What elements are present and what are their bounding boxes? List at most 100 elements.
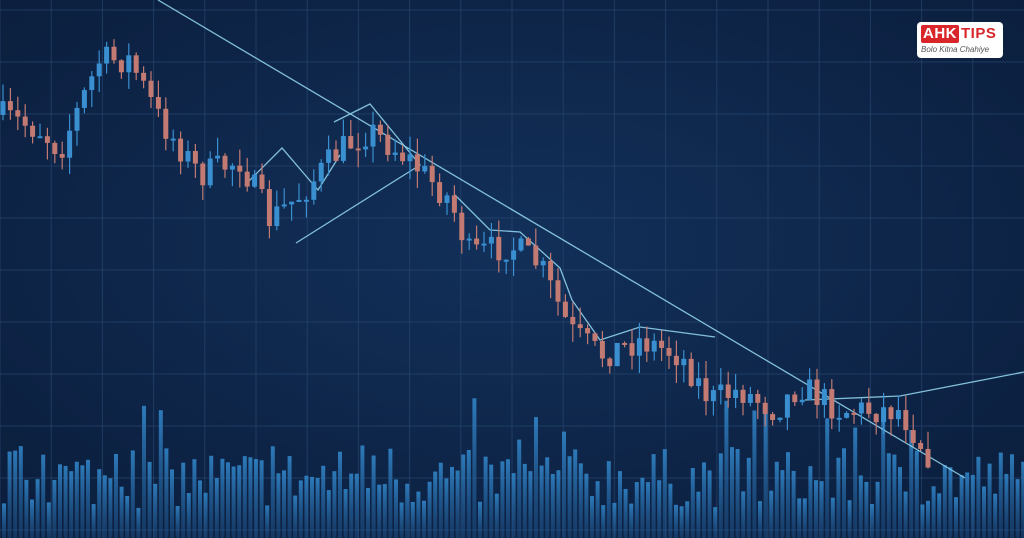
volume-bar [108, 478, 113, 538]
volume-bar [573, 449, 578, 538]
candle-body [348, 136, 354, 149]
candle-body [599, 340, 605, 359]
volume-bar [58, 464, 62, 538]
volume-bar [24, 479, 29, 538]
volume-bar [248, 457, 253, 538]
volume-bar [657, 480, 662, 538]
volume-bar [30, 499, 34, 538]
candle-body [89, 76, 95, 91]
candle-body [407, 154, 413, 162]
candle-body [296, 199, 302, 202]
candle-body [385, 134, 391, 155]
volume-bar [13, 450, 18, 538]
volume-bar [354, 473, 359, 538]
volume-bar [634, 482, 639, 538]
volume-bar [758, 501, 762, 538]
volume-bar [416, 491, 421, 538]
volume-bar [909, 430, 914, 538]
candle-body [762, 402, 768, 415]
volume-bar [601, 505, 606, 538]
candle-body [696, 378, 702, 387]
volume-bar [690, 468, 695, 538]
volume-bar [349, 473, 354, 538]
candle-body [15, 110, 21, 117]
candle-body [200, 163, 206, 186]
candle-body [67, 130, 73, 158]
candle-body [888, 407, 894, 420]
volume-bar [483, 456, 488, 538]
volume-bar [405, 483, 410, 538]
volume-bar [438, 462, 443, 538]
volume-bar [1021, 461, 1024, 538]
volume-bar [119, 486, 124, 538]
candle-body [851, 412, 857, 415]
volume-bar [444, 478, 449, 538]
candle-body [377, 124, 383, 135]
candle-body [30, 125, 36, 137]
candle-body [562, 301, 568, 317]
volume-bar [153, 483, 158, 538]
volume-bar [825, 418, 830, 538]
volume-bar [646, 482, 650, 538]
volume-bar [959, 475, 964, 538]
candle-body [229, 165, 235, 170]
volume-bar [713, 507, 718, 538]
candle-body [740, 389, 746, 403]
volume-bar [668, 483, 673, 538]
candle-body [585, 328, 591, 334]
volume-bar [388, 448, 393, 538]
volume-bar [584, 473, 589, 538]
volume-bar [293, 495, 298, 538]
candle-body [725, 384, 731, 398]
candle-body [163, 108, 169, 139]
candle-body [577, 324, 583, 329]
volume-bar [422, 500, 426, 538]
volume-bar [231, 466, 236, 538]
volume-bar [450, 466, 454, 538]
candle-body [0, 101, 6, 115]
volume-bar [562, 431, 566, 538]
candle-body [792, 394, 798, 403]
candle-body [207, 158, 213, 186]
volume-bar [791, 470, 796, 538]
volume-bar [578, 463, 583, 538]
volume-bar [282, 470, 286, 538]
candle-body [96, 63, 102, 77]
volume-bar [7, 451, 12, 538]
candle-body [895, 410, 901, 420]
volume-bar [158, 410, 163, 538]
volume-bar [326, 490, 331, 538]
candle-body [770, 414, 776, 420]
volume-bar [769, 490, 774, 538]
volume-bar [315, 478, 320, 538]
volume-bar [679, 506, 684, 538]
candle-body [718, 384, 724, 391]
volume-bar [612, 502, 617, 538]
volume-bar [192, 459, 197, 538]
volume-bar [522, 463, 527, 538]
volume-bar [377, 484, 382, 538]
candle-body [104, 46, 110, 64]
candle-body [126, 55, 132, 73]
volume-bar [125, 495, 130, 538]
candle-body [444, 195, 450, 203]
candle-body [437, 182, 443, 203]
candle-body [59, 154, 65, 158]
volume-bar [80, 465, 85, 538]
volume-bar [926, 500, 930, 538]
volume-bar [63, 465, 68, 538]
volume-bar [735, 449, 740, 538]
candle-body [7, 101, 13, 111]
volume-bar [18, 446, 23, 538]
candle-body [252, 174, 258, 187]
candle-body [799, 399, 805, 403]
volume-bar [203, 492, 208, 538]
volume-bar [371, 455, 376, 538]
candle-body [651, 340, 657, 352]
candle-body [688, 358, 694, 387]
candle-body [259, 174, 265, 190]
candle-body [400, 152, 406, 162]
candle-body [673, 355, 679, 366]
volume-bar [410, 502, 415, 538]
candle-body [215, 155, 221, 159]
